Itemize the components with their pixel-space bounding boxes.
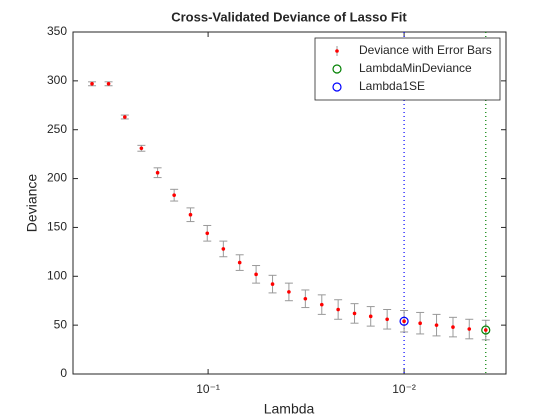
- legend-label: LambdaMinDeviance: [359, 61, 472, 75]
- data-point: [270, 282, 275, 286]
- data-point: [155, 170, 160, 175]
- legend-label: Lambda1SE: [359, 79, 425, 93]
- y-tick-label: 300: [47, 73, 67, 87]
- data-point: [139, 146, 144, 151]
- data-point: [352, 311, 357, 316]
- data-point: [319, 302, 324, 307]
- x-tick-label: 10⁻²: [392, 382, 416, 396]
- y-tick-label: 200: [47, 171, 67, 185]
- data-point: [385, 317, 389, 322]
- marker-circle: [399, 316, 409, 326]
- chart-title: Cross-Validated Deviance of Lasso Fit: [171, 9, 407, 24]
- legend-circle: [332, 64, 342, 74]
- legend-circle: [332, 82, 342, 92]
- y-tick-label: 250: [47, 122, 67, 136]
- data-point: [90, 81, 94, 86]
- data-point: [418, 321, 422, 325]
- data-point: [434, 323, 439, 327]
- y-tick-label: 350: [47, 24, 67, 38]
- y-tick-label: 150: [47, 220, 67, 234]
- data-point: [172, 193, 176, 197]
- data-point: [123, 115, 127, 119]
- data-point: [287, 290, 291, 294]
- x-axis-label: Lambda: [264, 401, 315, 417]
- legend-point: [335, 49, 339, 53]
- legend-box: [314, 37, 501, 101]
- x-tick-label: 10⁻¹: [196, 382, 220, 396]
- data-point: [237, 260, 242, 265]
- data-point: [254, 272, 258, 277]
- data-point: [188, 212, 193, 217]
- data-point: [303, 296, 308, 301]
- data-point: [106, 81, 111, 86]
- data-point: [451, 325, 455, 329]
- data-point: [221, 247, 226, 251]
- y-tick-label: 0: [60, 366, 67, 380]
- data-point: [483, 328, 488, 332]
- y-axis-label: Deviance: [24, 174, 40, 233]
- data-point: [402, 319, 406, 324]
- marker-circle: [481, 325, 491, 335]
- y-tick-label: 50: [54, 317, 68, 331]
- legend-label: Deviance with Error Bars: [359, 43, 492, 57]
- data-point: [467, 327, 472, 331]
- data-point: [336, 307, 340, 312]
- data-point: [205, 231, 210, 236]
- data-point: [368, 314, 373, 319]
- y-tick-label: 100: [47, 268, 67, 282]
